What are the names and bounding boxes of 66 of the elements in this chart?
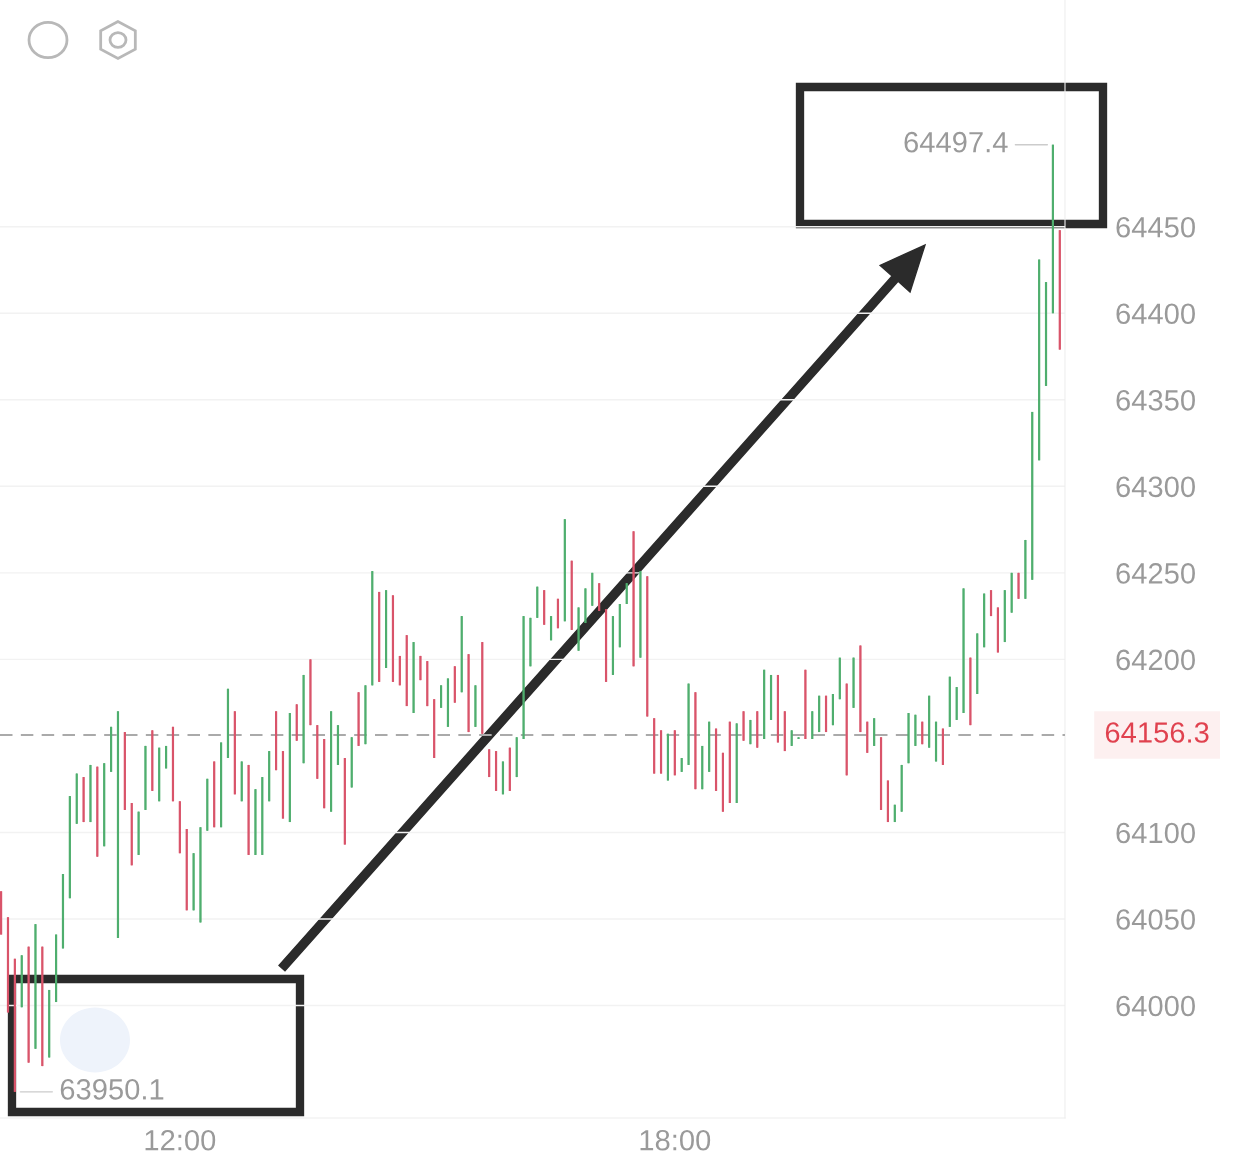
candlestick <box>584 587 587 624</box>
candlestick <box>137 810 140 856</box>
candlestick <box>900 764 903 813</box>
candlestick <box>151 729 154 792</box>
candlestick <box>254 788 257 856</box>
x-tick-label: 18:00 <box>640 1129 711 1151</box>
candlestick <box>845 682 848 777</box>
candlestick <box>687 682 690 766</box>
candlestick <box>89 764 92 823</box>
y-tick-label: 64350 <box>1116 389 1195 411</box>
y-tick-label: 64100 <box>1116 822 1195 844</box>
candlestick <box>247 764 250 856</box>
candlestick <box>955 686 958 721</box>
candlestick <box>316 724 319 780</box>
annotation: 63950.1 <box>60 1079 164 1100</box>
candlestick <box>749 719 752 745</box>
candlestick <box>1010 572 1013 614</box>
candlestick <box>82 776 85 823</box>
candlestick <box>302 674 305 764</box>
candlestick <box>804 669 807 740</box>
candlestick <box>522 615 525 740</box>
candlestick <box>852 656 855 709</box>
candlestick <box>742 710 745 742</box>
y-tick-label: 64300 <box>1116 476 1195 498</box>
candlestick <box>694 691 697 790</box>
candlestick <box>41 945 44 1067</box>
candlestick <box>680 757 683 773</box>
candlestick <box>27 945 30 1064</box>
y-tick-label: 64250 <box>1116 563 1195 584</box>
candlestick <box>790 729 793 747</box>
candlestick <box>34 923 37 1050</box>
ref-line-label: 64156.3 <box>1105 722 1209 743</box>
candlestick <box>474 684 477 728</box>
candlestick <box>309 658 312 726</box>
candlestick <box>206 778 209 832</box>
candlestick <box>412 641 415 714</box>
candlestick <box>632 530 635 667</box>
candlestick <box>639 570 642 659</box>
y-tick-label: 64050 <box>1116 909 1195 930</box>
candlestick <box>735 722 738 804</box>
candlestick <box>529 617 532 667</box>
candlestick <box>439 684 443 709</box>
candlestick <box>1024 539 1027 600</box>
candlestick <box>962 587 965 714</box>
candlestick <box>907 712 910 764</box>
candlestick <box>419 655 422 681</box>
candlestick <box>192 852 195 912</box>
candlestick <box>199 826 202 924</box>
candlestick <box>467 653 470 733</box>
candlestick <box>261 776 264 856</box>
candlestick <box>96 765 99 858</box>
candlestick <box>1017 572 1020 600</box>
candlestick <box>144 745 147 811</box>
y-tick-label: 64400 <box>1116 303 1195 325</box>
candlestick <box>357 691 360 747</box>
y-tick-label: 64000 <box>1116 995 1195 1017</box>
annotation: 64497.4 <box>904 131 1008 153</box>
candlestick <box>577 606 580 652</box>
candlestick <box>969 656 972 726</box>
candlestick <box>797 736 800 740</box>
candlestick <box>914 714 917 747</box>
y-tick-label: 64450 <box>1116 216 1195 238</box>
y-tick-label: 64200 <box>1116 649 1195 671</box>
x-tick-label: 12:00 <box>145 1129 216 1151</box>
candlestick <box>859 644 862 733</box>
candlestick <box>364 684 367 745</box>
